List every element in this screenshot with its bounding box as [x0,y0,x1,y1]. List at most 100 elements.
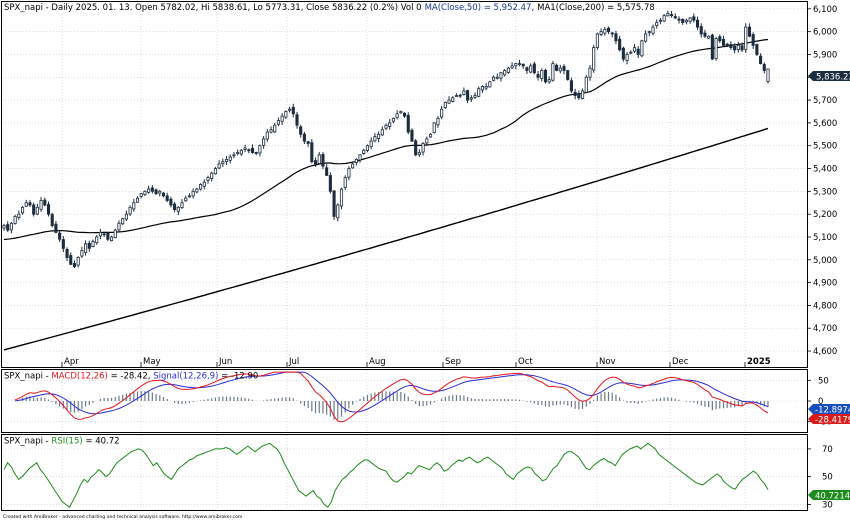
candle-body [224,159,229,163]
candle-body [58,232,62,240]
candle-body [87,242,91,249]
candle-body [692,16,696,21]
macd-legend: MACD(12,26) [51,372,107,382]
month-label: Aug [369,357,386,367]
candle-body [555,64,559,71]
candle-body [673,16,677,19]
candle-body [595,33,599,48]
candle-body [710,34,714,60]
candle-body [269,129,273,133]
candle-body [666,13,670,17]
candle-body [202,181,206,187]
candle-body [339,188,344,207]
candle-body [640,40,644,57]
ma200-legend: MA1(Close,200) = 5,575.78 [537,3,655,13]
candle-body [206,177,210,181]
candle-body [388,122,392,127]
candle-body [551,63,555,81]
candle-body [2,225,6,229]
candle-body [610,32,614,35]
candle-body [618,38,622,51]
candle-body [124,213,128,220]
candle-body [581,90,585,99]
candle-body [380,129,384,136]
candle-body [317,154,321,164]
candle-body [328,175,332,192]
candle-body [336,204,340,219]
ma50-legend: MA(Close,50) = 5,952.47, [425,3,535,13]
rsi-line [3,442,769,508]
macd-tick-label: 0 [818,397,823,407]
candle-body [766,68,770,82]
candle-body [466,90,470,101]
month-label: Oct [518,357,533,367]
rsi-legend-value: = 40.72 [83,437,120,447]
signal-legend: Signal(12,26,9) [153,372,218,382]
candle-body [54,223,58,233]
candle-body [506,67,510,73]
month-label: Dec [672,357,689,367]
candle-body [184,197,188,202]
candle-body [217,163,221,169]
candle-body [80,250,84,257]
candle-body [191,190,195,197]
candle-body [529,65,533,73]
candle-body [417,152,421,156]
candle-body [299,126,303,135]
candle-body [740,45,744,51]
candle-body [725,43,729,46]
candle-body [755,44,759,55]
candle-body [462,90,466,95]
candle-body [477,88,481,97]
candle-body [644,33,648,42]
rsi-title-prefix: SPX_napi - [4,437,51,447]
candle-body [84,243,88,253]
candle-body [110,236,114,241]
price-tick-label: 5,900 [813,50,837,60]
price-tick-label: 5,300 [813,187,837,197]
candle-body [733,45,737,51]
candle-body [176,206,180,212]
signal-value-badge: -12.8974 [808,404,850,416]
candle-body [288,108,292,111]
candle-body [135,197,140,203]
candle-body [9,222,13,231]
candle-body [284,111,288,118]
price-tick-label: 5,500 [813,142,837,152]
candle-body [503,70,507,76]
candle-body [514,63,518,67]
ma50-path [3,38,769,241]
candle-body [373,136,377,142]
candle-body [117,222,121,231]
candle-body [744,26,748,50]
candle-body [651,26,655,34]
candle-body [187,195,191,198]
candle-body [161,192,166,197]
candle-body [606,27,611,33]
candle-body [632,47,637,52]
candle-body [46,204,51,215]
price-axis: 4,600 4,700 4,800 4,900 5,000 5,100 5,200 5,300… [807,5,837,357]
month-label: Jun [218,357,232,367]
candle-body [325,167,329,176]
candle-body [721,39,726,46]
candle-body [391,117,395,122]
candle-body [102,233,106,236]
candle-body [406,114,410,133]
candle-body [629,51,633,54]
rsi-tick-label: 50 [822,473,833,483]
candle-body [747,26,752,37]
candle-body [684,19,688,23]
candle-body [158,190,162,194]
rsi-value-badge-label: 40.7214 [815,492,850,502]
price-title: SPX_napi - Daily 2025. 01. 13. Open 5782… [4,3,655,13]
month-axis: Apr May Jun Jul Aug Sep Oct Nov Dec 2025 [61,357,771,367]
candle-body [688,17,692,22]
candle-body [258,145,262,154]
month-label: Sep [445,357,461,367]
price-tick-label: 5,000 [813,256,837,266]
macd-value-badge: -28.4179 [808,414,850,426]
candle-body [681,18,685,23]
candle-body [421,143,425,153]
